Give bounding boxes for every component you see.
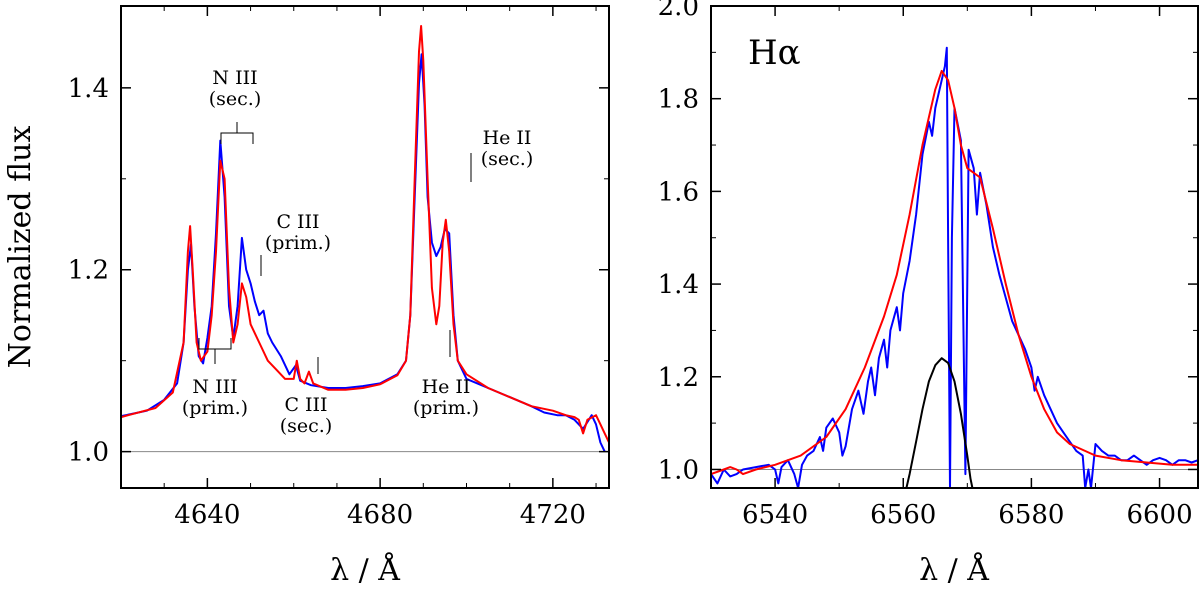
right-x-axis-label: λ / Å [919,552,989,588]
left-ytick-label-1.2: 1.2 [68,256,109,286]
right-panel-title: Hα [748,33,801,73]
left-ytick-label-1: 1.0 [68,438,109,468]
right-series-group [711,46,1198,488]
left-ticks: 4640 4680 4720 1.0 1.2 1.4 [68,6,609,530]
right-panel: 6540 6560 6580 6600 1.0 1.2 1.4 1.6 1.8 2.0 Hα λ … [658,0,1199,588]
right-ytick-label-1.8: 1.8 [658,85,699,115]
left-y-axis-label: Normalized flux [3,126,38,369]
right-series-model [711,69,1198,476]
left-annotations: N III (sec.) C III (prim.) He II (sec.) … [182,67,533,437]
ciii-prim-label-line1: C III [276,211,319,233]
niii-prim-bracket [198,338,232,364]
ciii-sec-label-line2: (sec.) [280,415,333,437]
right-ytick-label-1.6: 1.6 [658,177,699,207]
right-xtick-label-6580: 6580 [998,500,1064,530]
right-ytick-label-1.2: 1.2 [658,363,699,393]
heii-prim-label-line1: He II [422,376,471,398]
niii-sec-label-line1: N III [212,67,257,89]
left-series-group [121,25,609,453]
left-xtick-label-4640: 4640 [174,500,240,530]
ciii-prim-label-line2: (prim.) [265,232,331,254]
right-ytick-label-2: 2.0 [658,0,699,22]
niii-sec-label-line2: (sec.) [209,88,262,110]
right-xtick-label-6560: 6560 [870,500,936,530]
heii-sec-label-line1: He II [483,127,532,149]
left-xtick-label-4720: 4720 [520,500,586,530]
left-xtick-label-4680: 4680 [347,500,413,530]
right-series-observed [711,46,1198,488]
niii-prim-label-line2: (prim.) [182,397,248,419]
left-panel: 4640 4680 4720 1.0 1.2 1.4 N III (sec.) C III… [3,5,610,588]
right-ytick-label-1: 1.0 [658,455,699,485]
left-plot-frame [120,5,610,489]
left-x-axis-label: λ / Å [330,552,400,588]
niii-prim-label-line1: N III [192,376,237,398]
right-ytick-label-1.4: 1.4 [658,270,699,300]
right-xtick-label-6540: 6540 [742,500,808,530]
heii-prim-label-line2: (prim.) [413,397,479,419]
right-series-component [905,357,974,488]
ciii-sec-label-line1: C III [284,394,327,416]
right-plot-frame [710,5,1199,489]
right-ticks: 6540 6560 6580 6600 1.0 1.2 1.4 1.6 1.8 2.0 [658,0,1198,530]
left-ytick-label-1.4: 1.4 [68,74,109,104]
heii-sec-label-line2: (sec.) [481,148,534,170]
niii-sec-bracket [220,122,254,144]
left-series-model [121,25,609,443]
right-xtick-label-6600: 6600 [1126,500,1192,530]
